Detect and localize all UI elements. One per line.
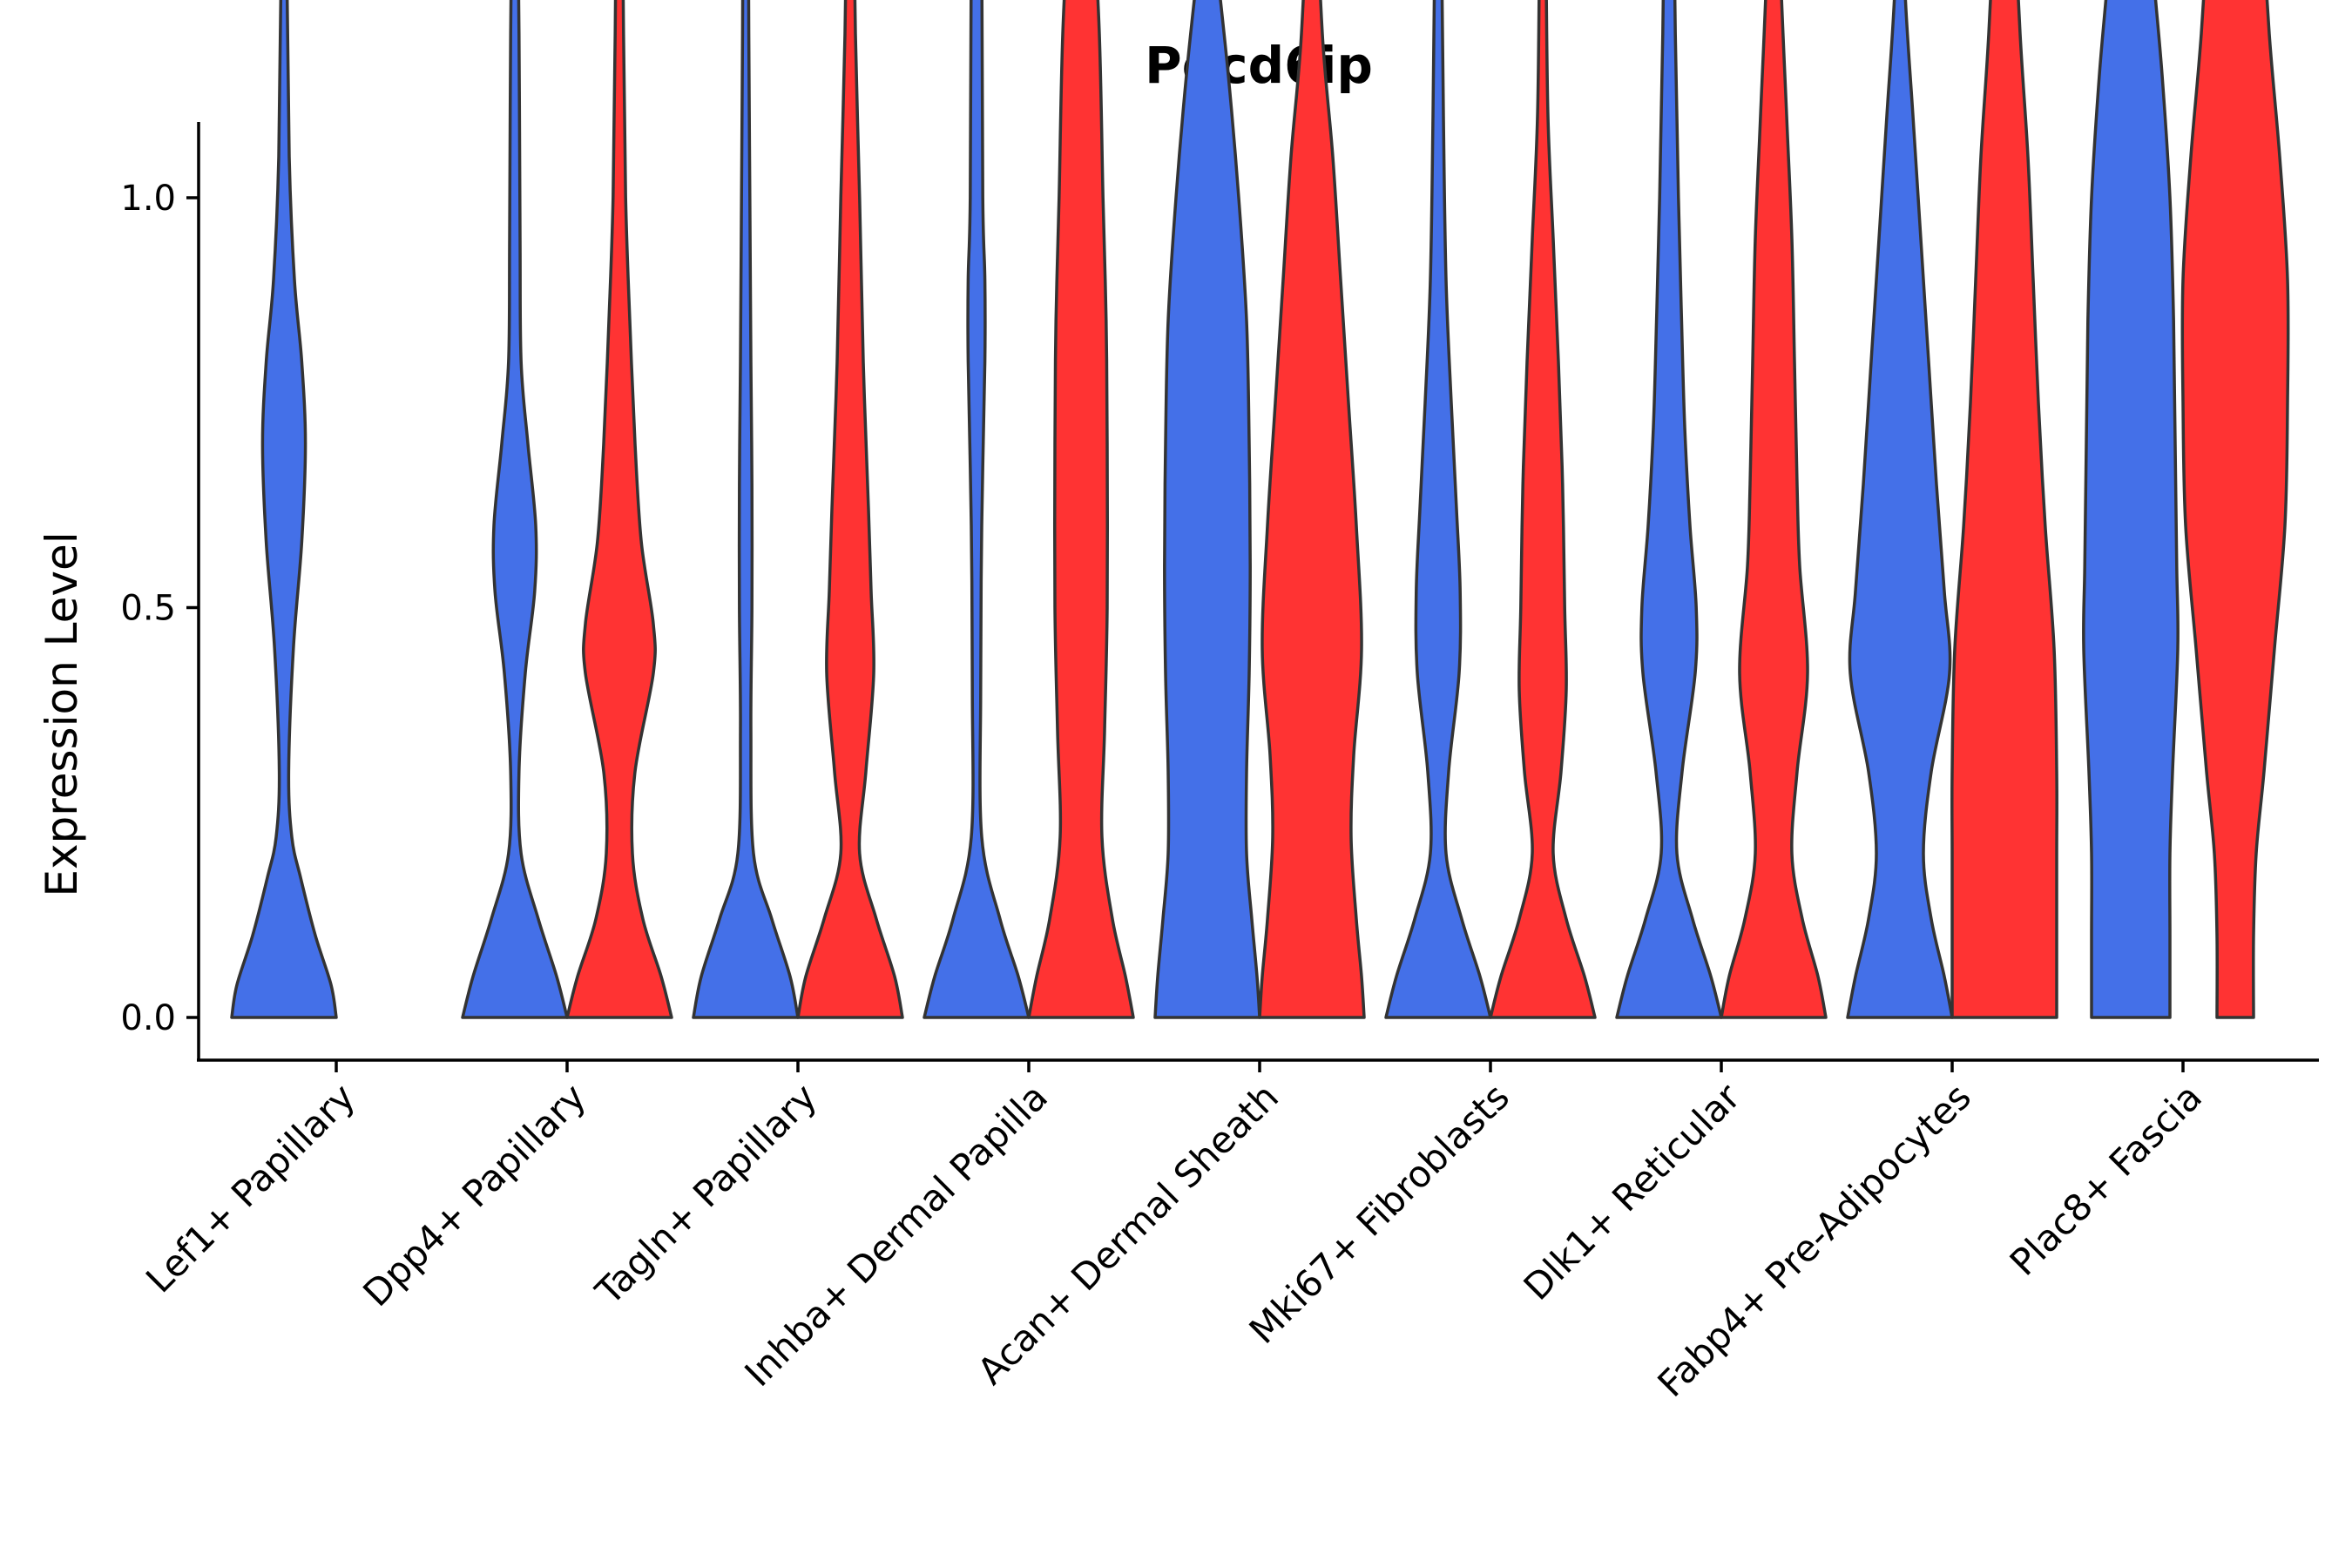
x-category-label: Mki67+ Fibroblasts xyxy=(1241,1075,1517,1351)
violin-red-8 xyxy=(2180,0,2290,1019)
violin-red-6 xyxy=(1720,0,1828,1019)
violin-red-7 xyxy=(1950,0,2058,1019)
violin-red-3 xyxy=(1027,0,1135,1019)
axes xyxy=(197,122,2319,1062)
x-category-label: Plac8+ Fascia xyxy=(2002,1075,2210,1283)
violin-group xyxy=(230,0,2290,1019)
chart-title: Pdcd6ip xyxy=(1145,36,1373,95)
y-tick-label: 1.0 xyxy=(120,179,176,219)
violin-red-5 xyxy=(1489,0,1597,1019)
y-axis-label: Expression Level xyxy=(37,531,87,896)
violin-red-1 xyxy=(565,0,673,1019)
violin-blue-6 xyxy=(1615,0,1723,1019)
x-category-label: Dpp4+ Papillary xyxy=(355,1075,594,1315)
y-tick-label: 0.5 xyxy=(120,589,176,629)
violin-blue-5 xyxy=(1384,0,1492,1019)
violin-blue-4 xyxy=(1153,0,1261,1019)
violin-red-4 xyxy=(1258,0,1366,1019)
x-category-label: Lef1+ Papillary xyxy=(138,1075,363,1301)
x-category-label: Dlk1+ Reticular xyxy=(1516,1075,1749,1308)
violin-red-2 xyxy=(796,0,904,1019)
y-ticks: 0.00.51.01.52.0 xyxy=(120,179,199,1038)
violin-blue-7 xyxy=(1846,0,1954,1019)
violin-blue-3 xyxy=(923,0,1031,1019)
violin-blue-1 xyxy=(461,0,569,1019)
violin-blue-2 xyxy=(692,0,800,1019)
x-category-label: Tagln+ Papillary xyxy=(587,1075,825,1313)
y-tick-label: 0.0 xyxy=(120,998,176,1038)
violin-blue-0 xyxy=(230,0,338,1019)
violin-blue-8 xyxy=(2082,0,2180,1019)
